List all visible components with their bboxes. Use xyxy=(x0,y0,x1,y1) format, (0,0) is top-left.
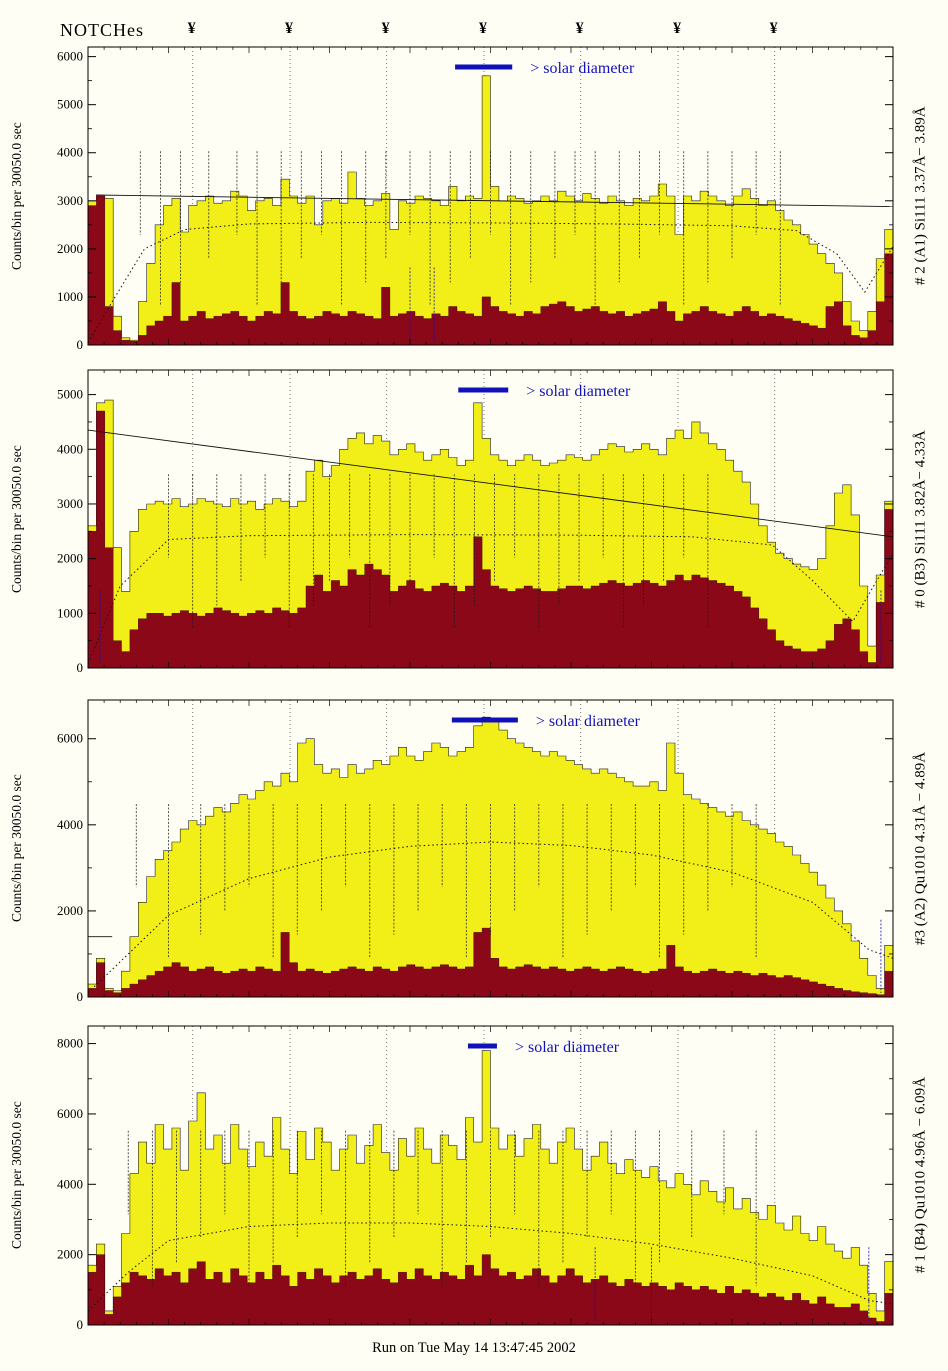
y-axis-label-panel-3: Counts/bin per 30050.0 sec xyxy=(9,774,24,923)
trend-line xyxy=(87,429,894,538)
y-tick-label: 4000 xyxy=(57,1176,83,1191)
y-tick-label: 2000 xyxy=(57,551,83,566)
y-tick-label: 0 xyxy=(77,337,84,352)
panel-4: > solar diameter 0 2000 4000 6000 8000 xyxy=(57,1025,894,1332)
y-tick-label: 0 xyxy=(77,989,84,1004)
panel-2: > solar diameter 0 1000 2000 3000 4000 5000 xyxy=(57,369,894,675)
notch-symbol: ¥ xyxy=(769,20,778,37)
run-timestamp-caption: Run on Tue May 14 13:47:45 2002 xyxy=(372,1340,576,1356)
y-tick-label: 6000 xyxy=(57,731,83,746)
y-tick-label: 5000 xyxy=(57,97,83,112)
notch-symbol-row: ¥ ¥ ¥ ¥ ¥ ¥ ¥ xyxy=(0,20,948,42)
background-counts-series xyxy=(87,927,894,998)
y-tick-label: 1000 xyxy=(57,289,83,304)
solar-diameter-label: > solar diameter xyxy=(536,713,641,730)
y-axis-label-panel-2: Counts/bin per 30050.0 sec xyxy=(9,445,24,593)
y-tick-label: 2000 xyxy=(57,903,83,918)
solar-diameter-label: > solar diameter xyxy=(530,60,635,77)
background-counts-series xyxy=(87,410,894,669)
sensitivity-envelope-dotted xyxy=(87,221,894,343)
notch-symbol: ¥ xyxy=(479,20,488,37)
background-counts-series xyxy=(87,1254,894,1326)
panel-4-channel-label: # 1 (B4) Qu1010 4.96Å − 6.09Å xyxy=(912,1077,929,1274)
y-tick-label: 4000 xyxy=(57,441,83,456)
notch-symbol: ¥ xyxy=(381,20,390,37)
notch-symbol: ¥ xyxy=(575,20,584,37)
solar-diameter-label: > solar diameter xyxy=(515,1039,620,1056)
y-tick-label: 0 xyxy=(77,660,84,675)
notch-symbol: ¥ xyxy=(285,20,294,37)
panel-3-channel-label: #3 (A2) Qu1010 4.31Å − 4.89Å xyxy=(912,751,929,946)
y-tick-label: 1000 xyxy=(57,605,83,620)
notch-symbol: ¥ xyxy=(187,20,196,37)
chart-title: NOTCHes xyxy=(60,20,144,40)
y-tick-label: 2000 xyxy=(57,1247,83,1262)
trend-line xyxy=(95,194,894,208)
background-counts-series xyxy=(87,195,894,346)
y-axis-label-panel-4: Counts/bin per 30050.0 sec xyxy=(9,1101,24,1250)
panel-3: > solar diameter 0 2000 4000 6000 xyxy=(57,699,894,1004)
notch-symbol: ¥ xyxy=(673,20,682,37)
y-tick-label: 2000 xyxy=(57,241,83,256)
y-tick-label: 4000 xyxy=(57,145,83,160)
sensitivity-envelope-dotted xyxy=(87,1222,894,1312)
y-axis-label-panel-1: Counts/bin per 30050.0 sec xyxy=(9,122,24,270)
y-tick-label: 3000 xyxy=(57,496,83,511)
y-tick-label: 6000 xyxy=(57,1106,83,1121)
total-counts-series xyxy=(87,1050,894,1326)
panel-1-channel-label: # 2 (A1) Si111 3.37Å− 3.89Å xyxy=(912,106,929,286)
y-tick-label: 3000 xyxy=(57,193,83,208)
y-tick-label: 8000 xyxy=(57,1036,83,1051)
sensitivity-envelope-dotted xyxy=(87,841,894,994)
panel-1: > solar diameter 0 1000 2000 3000 4000 5000 600… xyxy=(57,46,894,352)
y-tick-label: 0 xyxy=(77,1317,84,1332)
y-tick-label: 5000 xyxy=(57,387,83,402)
y-tick-label: 4000 xyxy=(57,817,83,832)
panel-2-channel-label: # 0 (B3) Si111 3.82Å− 4.33Å xyxy=(912,430,929,608)
solar-diameter-label: > solar diameter xyxy=(526,383,631,400)
y-tick-label: 6000 xyxy=(57,49,83,64)
